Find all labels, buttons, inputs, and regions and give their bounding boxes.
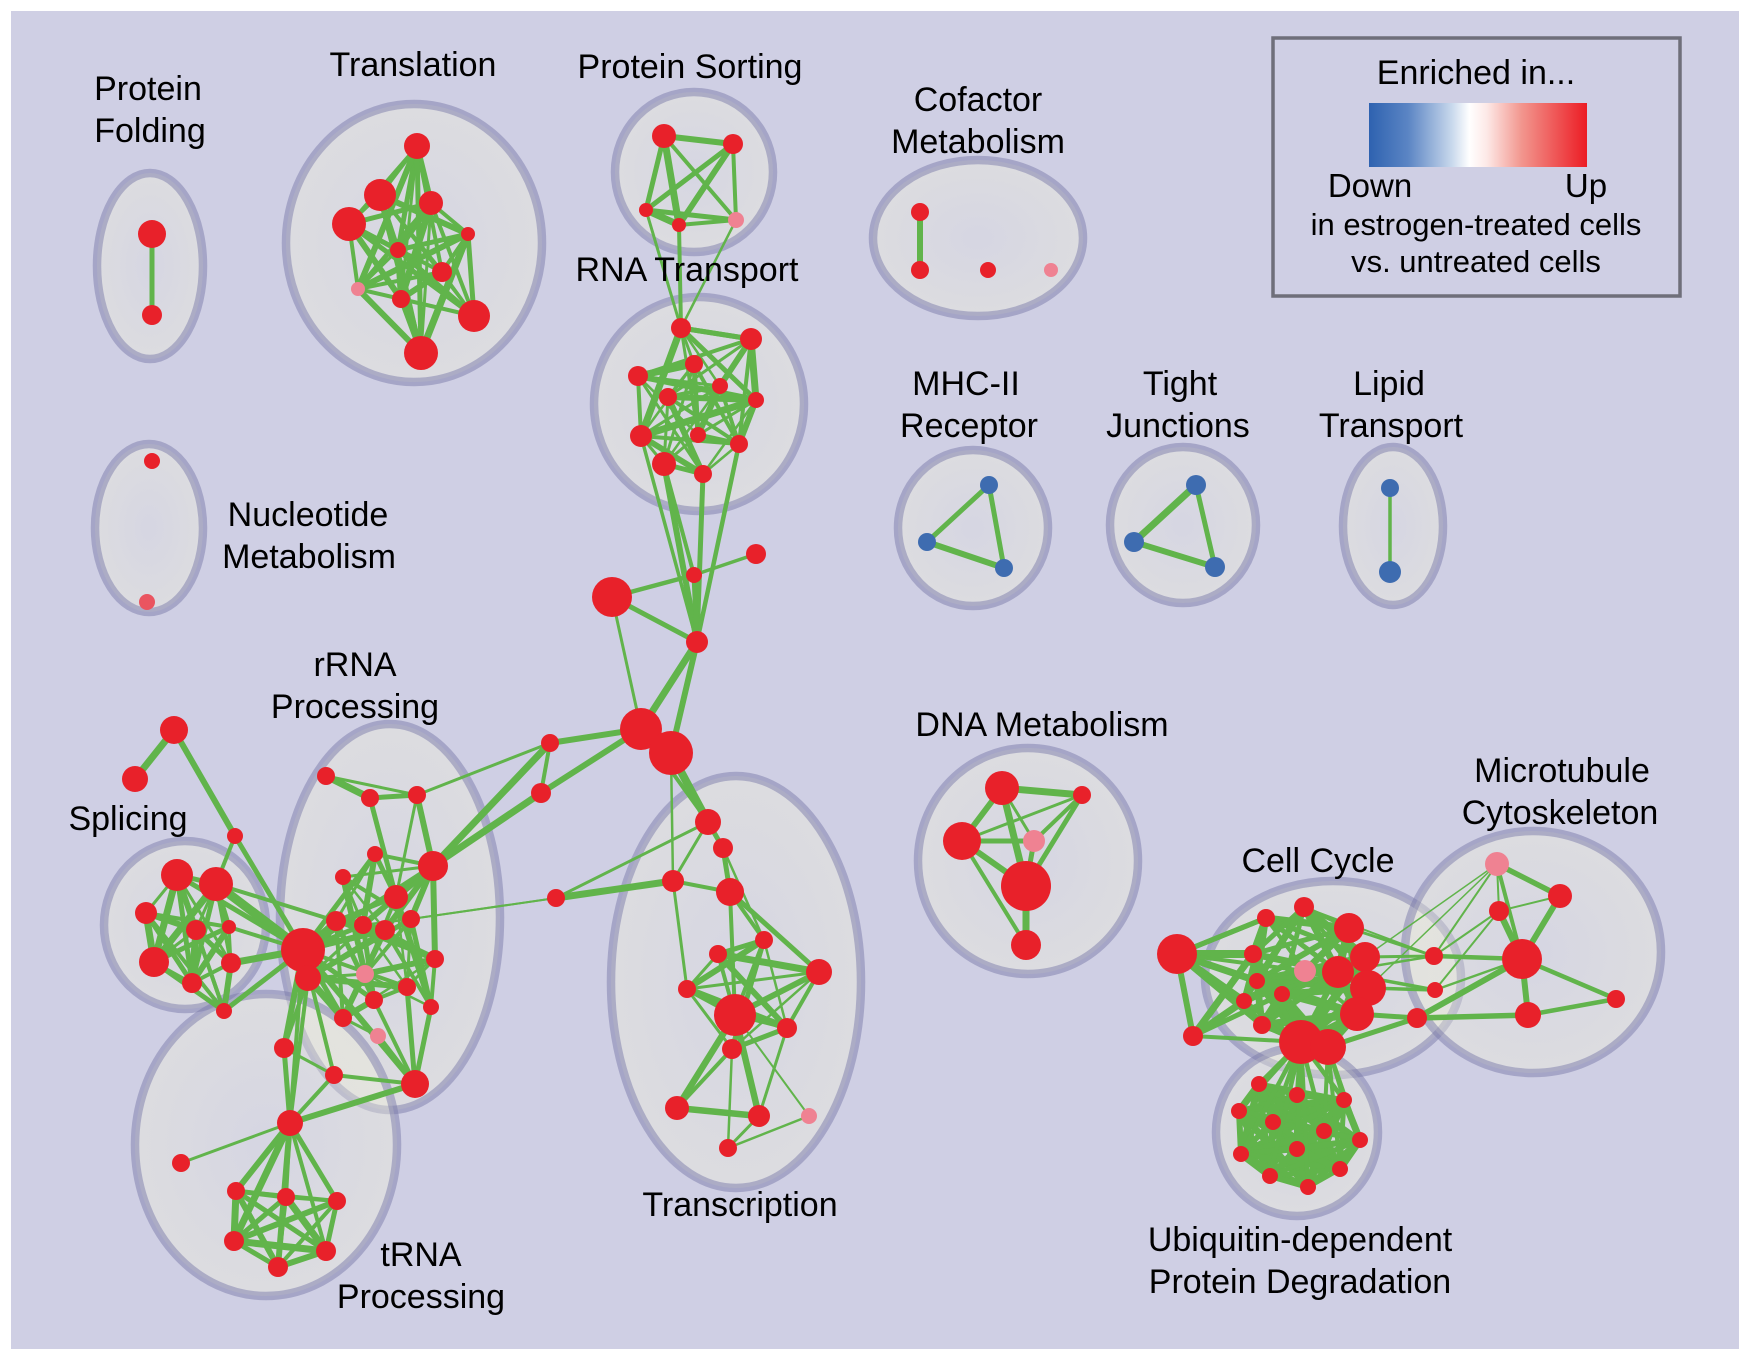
svg-text:Protein Degradation: Protein Degradation (1149, 1263, 1451, 1301)
svg-text:Translation: Translation (330, 46, 497, 84)
svg-text:Receptor: Receptor (900, 407, 1038, 445)
svg-text:Lipid: Lipid (1353, 365, 1425, 403)
svg-text:Cytoskeleton: Cytoskeleton (1462, 794, 1659, 832)
svg-text:Down: Down (1328, 167, 1412, 204)
svg-text:Tight: Tight (1143, 365, 1218, 403)
svg-text:Transport: Transport (1319, 407, 1464, 445)
svg-text:Cofactor: Cofactor (914, 81, 1043, 119)
svg-text:Protein: Protein (94, 70, 202, 108)
svg-text:Metabolism: Metabolism (891, 123, 1065, 161)
svg-text:RNA Transport: RNA Transport (576, 251, 800, 289)
svg-text:Cell Cycle: Cell Cycle (1241, 842, 1394, 880)
svg-text:Folding: Folding (94, 112, 206, 150)
svg-text:MHC-II: MHC-II (912, 365, 1020, 403)
svg-text:tRNA: tRNA (380, 1236, 462, 1274)
svg-text:Microtubule: Microtubule (1474, 752, 1650, 790)
svg-text:Protein Sorting: Protein Sorting (578, 48, 803, 86)
svg-text:in estrogen-treated cells: in estrogen-treated cells (1311, 207, 1642, 242)
svg-text:DNA Metabolism: DNA Metabolism (915, 706, 1168, 744)
svg-text:Ubiquitin-dependent: Ubiquitin-dependent (1148, 1221, 1453, 1259)
svg-text:Enriched in...: Enriched in... (1377, 54, 1575, 92)
svg-text:Junctions: Junctions (1106, 407, 1250, 445)
svg-text:rRNA: rRNA (313, 646, 396, 684)
svg-text:Splicing: Splicing (68, 800, 187, 838)
svg-text:Processing: Processing (337, 1278, 505, 1316)
svg-text:vs. untreated cells: vs. untreated cells (1351, 244, 1601, 279)
svg-text:Processing: Processing (271, 688, 439, 726)
svg-text:Up: Up (1565, 167, 1607, 204)
svg-text:Nucleotide: Nucleotide (228, 496, 389, 534)
svg-text:Transcription: Transcription (642, 1186, 837, 1224)
svg-text:Metabolism: Metabolism (222, 538, 396, 576)
